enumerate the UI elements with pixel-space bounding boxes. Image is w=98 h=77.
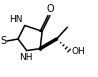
- Text: HN: HN: [9, 15, 23, 24]
- Text: NH: NH: [19, 53, 32, 62]
- Text: S: S: [0, 36, 6, 46]
- Text: O: O: [47, 4, 55, 14]
- Text: OH: OH: [71, 47, 85, 56]
